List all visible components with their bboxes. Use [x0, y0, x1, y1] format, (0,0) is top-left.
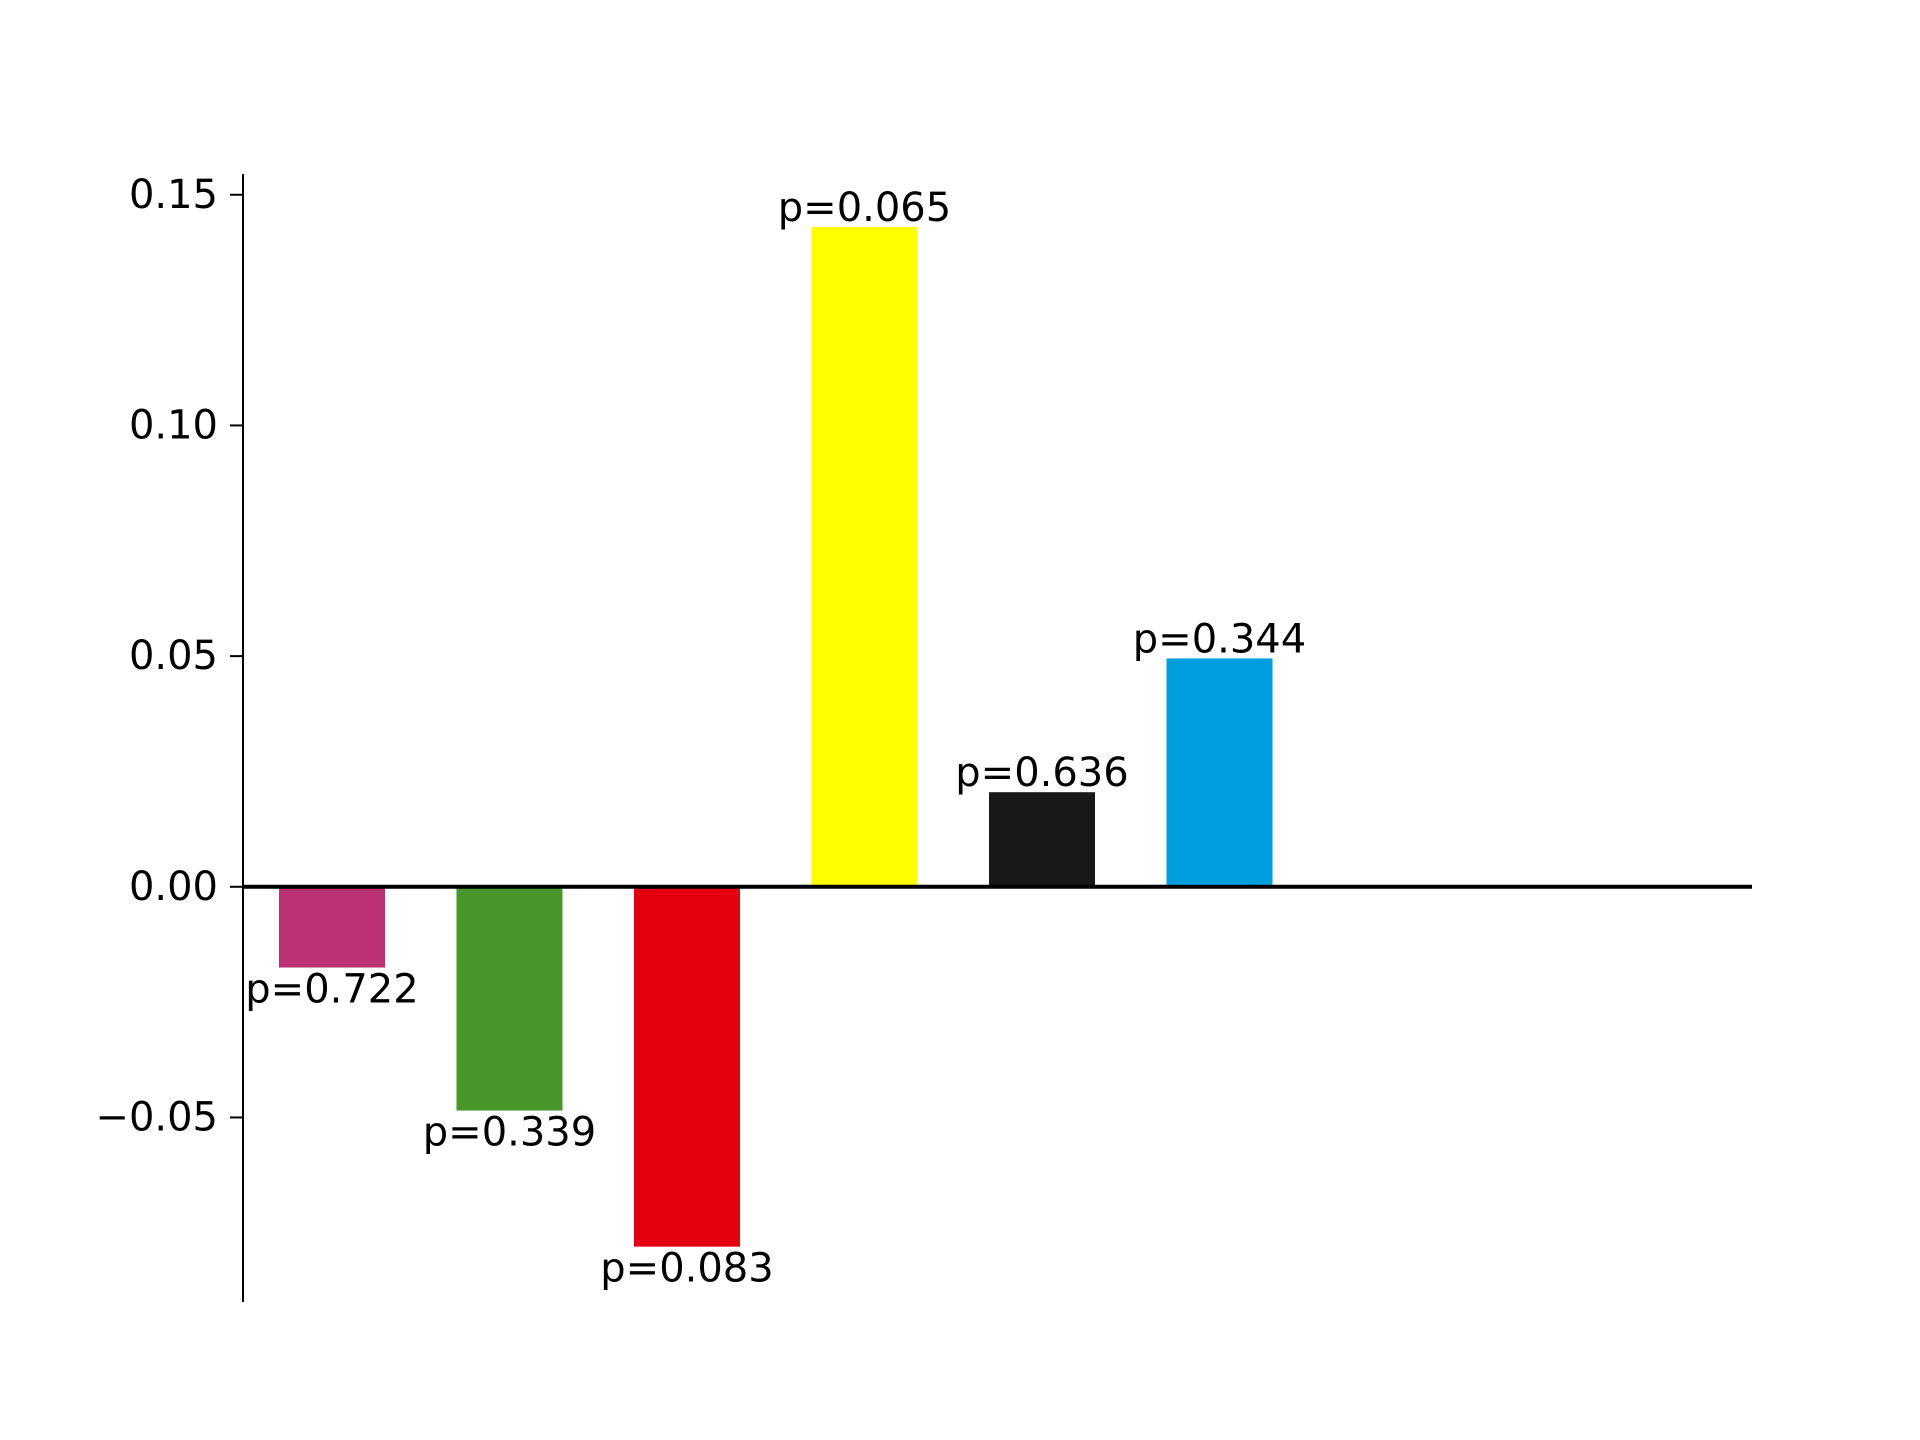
y-tick-label: −0.05	[95, 1094, 218, 1140]
bar-label-2: p=0.339	[423, 1109, 596, 1155]
y-tick-label: 0.05	[129, 633, 218, 679]
bar-label-5: p=0.636	[955, 750, 1128, 796]
bar-3	[634, 886, 740, 1247]
bar-label-4: p=0.065	[778, 185, 951, 231]
bar-6	[1166, 658, 1273, 887]
bar-2	[456, 886, 563, 1111]
bar-5	[989, 792, 1095, 887]
bar-label-6: p=0.344	[1133, 616, 1306, 662]
y-axis-ticks: −0.05 0.00 0.05 0.10 0.15	[95, 172, 243, 1140]
y-tick-label: 0.15	[129, 172, 218, 218]
bars-group	[279, 227, 1273, 1247]
y-tick-label: 0.10	[129, 402, 218, 448]
y-tick-label: 0.00	[129, 864, 218, 910]
bar-label-3: p=0.083	[600, 1245, 773, 1291]
bar-label-1: p=0.722	[245, 966, 418, 1012]
data-labels-group: p=0.722 p=0.339 p=0.083 p=0.065 p=0.636 p=0.3…	[245, 185, 1306, 1291]
bar-1	[279, 886, 385, 968]
bar-4	[811, 227, 918, 887]
